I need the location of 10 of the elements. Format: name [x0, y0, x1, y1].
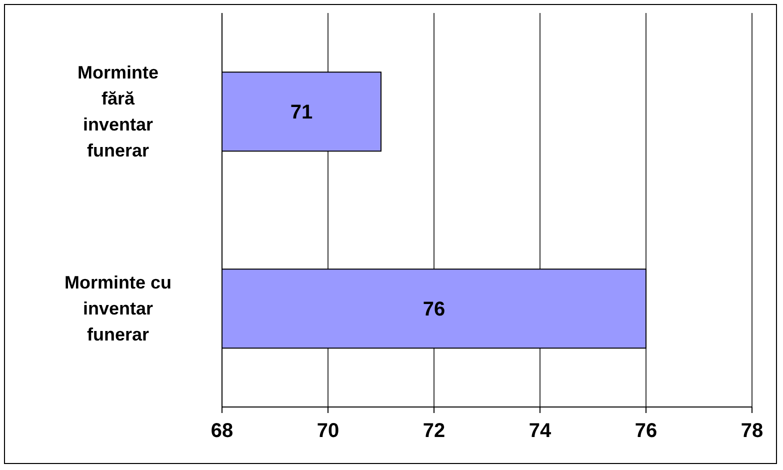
y-tick-label: Morminte cu inventar funerar: [64, 272, 172, 344]
x-tick-label: 74: [528, 420, 552, 442]
x-tick-label: 70: [316, 420, 340, 442]
data-label: 76: [422, 298, 446, 321]
y-tick-label: Morminte fără inventar funerar: [78, 62, 158, 160]
data-label: 71: [290, 102, 313, 124]
x-tick-label: 76: [634, 420, 658, 442]
x-tick-label: 72: [422, 420, 446, 442]
x-tick-label: 78: [740, 420, 764, 442]
x-tick-label: 68: [210, 420, 234, 442]
